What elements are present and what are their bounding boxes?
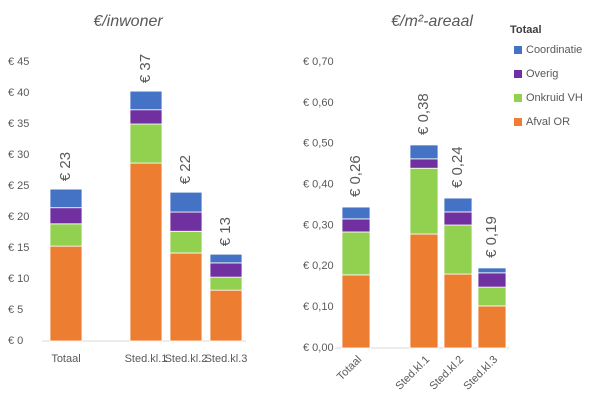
bar-segment (409, 158, 439, 169)
y-tick-label: € 0,50 (303, 138, 334, 150)
bar-segment (129, 109, 163, 125)
x-tick-label: Totaal (335, 354, 364, 383)
bar-segment (477, 286, 507, 307)
total-label: € 37 (137, 54, 154, 83)
x-tick-label: Sted.kl.2 (165, 353, 208, 365)
bar-segment (477, 305, 507, 349)
bar-segment (409, 233, 439, 349)
bar-segment (49, 245, 83, 342)
legend-label: Afval OR (526, 116, 570, 128)
y-tick-label: € 0,40 (303, 178, 334, 190)
x-tick-label: Sted.kl.1 (125, 353, 168, 365)
y-tick-label: € 35 (8, 118, 29, 130)
y-tick-label: € 5 (8, 304, 23, 316)
bar-segment (129, 123, 163, 164)
bar-segment (49, 223, 83, 247)
total-label: € 0,38 (415, 93, 432, 135)
y-tick-label: € 0,70 (303, 56, 334, 68)
chart-title: €/m²-areaal (391, 13, 473, 30)
total-label: € 0,26 (347, 155, 364, 197)
total-label: € 22 (177, 155, 194, 184)
bar-segment (49, 207, 83, 225)
chart-title: €/inwoner (93, 13, 163, 30)
bar-segment (409, 167, 439, 235)
bar-segment (169, 230, 203, 254)
y-tick-label: € 0,20 (303, 260, 334, 272)
legend-swatch (514, 94, 522, 102)
legend-label: Coordinatie (526, 44, 582, 56)
total-label: € 0,19 (483, 216, 500, 258)
x-tick-label: Sted.kl.2 (427, 354, 466, 393)
y-tick-label: € 0,30 (303, 219, 334, 231)
legend-swatch (514, 46, 522, 54)
total-label: € 13 (217, 217, 234, 246)
legend-label: Overig (526, 68, 558, 80)
total-label: € 23 (57, 152, 74, 181)
total-label: € 0,24 (449, 146, 466, 188)
bar-segment (209, 289, 243, 342)
y-tick-label: € 45 (8, 56, 29, 68)
bar-segment (209, 262, 243, 278)
bar-segment (443, 224, 473, 275)
y-tick-label: € 10 (8, 273, 29, 285)
bar-segment (443, 211, 473, 226)
bar-segment (169, 191, 203, 213)
bar-segment (341, 231, 371, 276)
y-tick-label: € 30 (8, 149, 29, 161)
y-tick-label: € 25 (8, 180, 29, 192)
y-tick-label: € 0,00 (303, 342, 334, 354)
y-tick-label: € 20 (8, 211, 29, 223)
bar-segment (477, 272, 507, 288)
y-tick-label: € 15 (8, 242, 29, 254)
bar-segment (169, 252, 203, 342)
bar-segment (341, 218, 371, 233)
legend-swatch (514, 70, 522, 78)
y-tick-label: € 0 (8, 335, 23, 347)
bar-segment (209, 253, 243, 264)
bar-segment (129, 162, 163, 342)
x-tick-label: Totaal (51, 353, 80, 365)
x-tick-label: Sted.kl.3 (461, 354, 500, 393)
bar-segment (49, 188, 83, 209)
y-tick-label: € 0,10 (303, 301, 334, 313)
x-tick-label: Sted.kl.1 (393, 354, 432, 393)
legend-swatch (514, 118, 522, 126)
legend-label: Onkruid VH (526, 92, 583, 104)
bar-segment (443, 273, 473, 349)
bar-segment (341, 206, 371, 220)
bar-segment (341, 274, 371, 349)
bar-segment (209, 276, 243, 291)
y-tick-label: € 0,60 (303, 97, 334, 109)
bar-segment (129, 90, 163, 111)
bar-segment (409, 144, 439, 160)
y-tick-label: € 40 (8, 87, 29, 99)
bar-segment (443, 197, 473, 213)
bar-segment (169, 211, 203, 232)
bar-segment (477, 267, 507, 274)
x-tick-label: Sted.kl.3 (205, 353, 248, 365)
legend-title: Totaal (510, 24, 542, 36)
